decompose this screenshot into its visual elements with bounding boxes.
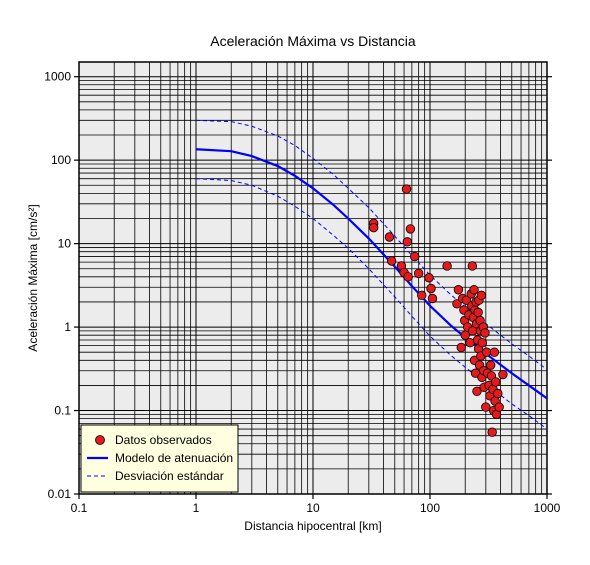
x-tick-labels: 0.1 1 10 100 1000 <box>71 501 561 515</box>
data-point <box>453 285 464 295</box>
y-axis-label: Aceleración Máxima [cm/s²] <box>26 204 40 351</box>
x-tick-label: 10 <box>306 501 320 515</box>
data-point <box>481 347 492 357</box>
legend-label-model: Modelo de atenuación <box>115 451 233 465</box>
x-axis-label: Distancia hipocentral [km] <box>244 519 381 533</box>
y-tick-label: 1000 <box>44 70 71 84</box>
data-points <box>368 184 508 437</box>
data-point <box>417 290 427 301</box>
x-tick-label: 1 <box>193 501 200 515</box>
data-point <box>461 295 472 305</box>
data-point <box>498 369 508 380</box>
model-line <box>195 148 548 400</box>
data-point <box>405 224 416 234</box>
data-point <box>460 330 470 340</box>
legend-label-deviation: Desviación estándar <box>115 469 224 483</box>
y-tick-labels: 0.01 0.1 1 10 100 1000 <box>44 70 71 501</box>
data-point <box>427 293 438 304</box>
legend-symbol-points <box>95 435 105 445</box>
y-tick-label: 100 <box>51 153 71 167</box>
data-point <box>481 402 491 412</box>
x-tick-label: 0.1 <box>71 501 88 515</box>
data-point <box>491 377 501 387</box>
data-point <box>410 251 420 262</box>
data-point <box>368 223 379 233</box>
data-point <box>442 261 452 271</box>
x-tick-label: 100 <box>420 501 440 515</box>
chart-title: Aceleración Máxima vs Distancia <box>210 33 416 49</box>
data-point <box>489 347 500 357</box>
data-point <box>402 237 413 247</box>
grid <box>78 62 547 495</box>
data-point <box>472 386 482 397</box>
data-point <box>477 337 488 348</box>
data-point <box>469 285 479 295</box>
data-point <box>493 388 503 399</box>
data-point <box>403 272 413 282</box>
x-tick-label: 1000 <box>534 501 561 515</box>
data-point <box>384 232 395 242</box>
data-point <box>456 342 466 353</box>
data-point <box>485 360 496 370</box>
legend: Datos observados Modelo de atenuación De… <box>80 424 239 493</box>
y-tick-label: 10 <box>58 237 72 251</box>
data-point <box>386 256 397 266</box>
y-tick-label: 0.01 <box>48 487 72 501</box>
data-point <box>413 268 424 279</box>
axis-ticks <box>74 76 552 499</box>
y-tick-label: 0.1 <box>54 404 71 418</box>
data-point <box>487 427 497 437</box>
data-point <box>480 328 490 338</box>
data-point <box>494 402 504 412</box>
data-point <box>452 299 462 309</box>
data-point <box>424 273 434 283</box>
deviation-line <box>195 119 548 370</box>
data-point <box>476 290 487 301</box>
legend-label-points: Datos observados <box>115 433 212 447</box>
data-point <box>473 307 483 318</box>
data-point <box>467 261 478 271</box>
data-point <box>401 184 412 194</box>
data-point <box>426 283 436 294</box>
y-tick-label: 1 <box>64 320 71 334</box>
